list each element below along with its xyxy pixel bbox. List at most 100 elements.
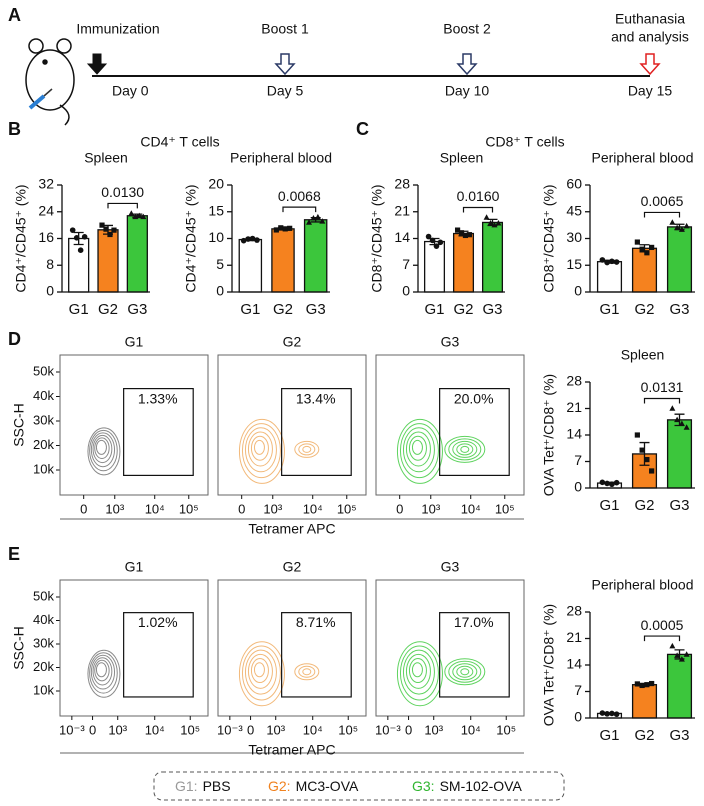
plot-frame (59, 354, 209, 496)
bar (596, 261, 623, 293)
p-value: 0.0130 (101, 184, 144, 200)
y-tick-label: 10k (33, 461, 54, 476)
data-point (249, 235, 256, 242)
y-tick-label: 45 (566, 202, 582, 218)
y-tick-label: 60 (566, 176, 582, 192)
data-point (634, 432, 640, 438)
x-tick-label: 10⁴ (461, 722, 481, 737)
contour (253, 439, 265, 455)
y-tick-label: 50k (33, 363, 54, 378)
arrow (86, 53, 108, 75)
data-point (278, 225, 284, 231)
data-point (604, 480, 610, 487)
gate (281, 388, 352, 477)
panel-label: A (8, 5, 21, 25)
y-axis-label: SSC-H (11, 626, 27, 670)
bar (271, 228, 295, 293)
contour (90, 654, 116, 690)
data-point (103, 226, 109, 232)
p-value: 0.0068 (278, 188, 321, 204)
contour (241, 423, 281, 479)
group-label: G1 (125, 559, 144, 575)
x-tick-label: G3 (669, 727, 689, 744)
data-point (678, 226, 685, 232)
y-tick-label: 28 (394, 176, 410, 192)
contour (238, 641, 285, 707)
data-point (462, 232, 469, 239)
x-tick-label: G2 (634, 301, 654, 318)
x-tick-label: G2 (273, 301, 293, 318)
y-tick-label: 28 (566, 373, 582, 389)
contour (402, 649, 435, 695)
data-point (609, 481, 615, 488)
arrow (456, 53, 478, 76)
contour (92, 657, 113, 686)
y-tick-label: 28 (566, 603, 582, 619)
event-label: Boost 2 (443, 21, 491, 37)
data-point (649, 468, 655, 474)
x-tick-label: G3 (669, 497, 689, 514)
arrow (639, 53, 661, 76)
contour (298, 443, 316, 456)
data-point (495, 220, 502, 226)
gate (439, 612, 510, 698)
y-tick-label: 15 (566, 256, 582, 272)
data-point (429, 237, 436, 244)
y-tick-label: 30k (33, 412, 54, 427)
data-point (674, 224, 681, 231)
x-tick-label: 10⁵ (179, 501, 199, 516)
y-tick-label: 24 (38, 202, 54, 218)
x-tick-label: 10⁻³ (217, 722, 243, 737)
x-tick-label: 10⁴ (145, 722, 165, 737)
x-tick-label: 0 (247, 722, 254, 737)
y-tick-label: 0 (216, 283, 224, 299)
legend-name: SM-102-OVA (440, 778, 523, 794)
x-tick-label: G1 (240, 301, 260, 318)
plot-frame (375, 354, 525, 496)
data-point (669, 642, 676, 649)
data-point (644, 457, 650, 463)
group-title: CD4⁺ T cells (140, 134, 219, 150)
x-tick-label: 10⁻³ (375, 722, 401, 737)
bar (666, 653, 693, 719)
y-tick-label: 14 (394, 229, 410, 245)
contour (94, 659, 110, 682)
y-tick-label: 50k (33, 588, 54, 603)
x-tick-label: 0 (89, 722, 96, 737)
panel-label: B (8, 119, 21, 139)
chart-title: Spleen (440, 150, 484, 166)
x-tick-label: 10⁵ (495, 501, 515, 516)
data-point (599, 257, 606, 263)
x-tick-label: G3 (306, 301, 326, 318)
plot-frame (217, 354, 367, 496)
data-point (73, 235, 80, 241)
significance-bracket (282, 206, 317, 213)
gate-percent: 8.71% (296, 614, 336, 630)
significance-bracket (107, 202, 138, 209)
contour (399, 645, 439, 701)
arrow (274, 53, 296, 76)
day-label: Day 0 (112, 83, 149, 99)
x-tick-label: 10³ (108, 722, 127, 737)
x-tick-label: 10⁴ (303, 501, 323, 516)
contour (411, 662, 423, 678)
x-tick-label: 0 (80, 501, 87, 516)
y-axis-label: CD4⁺/CD45⁺ (%) (13, 184, 29, 292)
y-axis-label: OVA Tet⁺/CD8⁺ (%) (541, 374, 557, 496)
y-tick-label: 40k (33, 612, 54, 627)
data-point (483, 214, 490, 220)
data-point (613, 711, 620, 718)
contour (302, 445, 312, 453)
panel-label: C (356, 119, 369, 139)
contour (247, 431, 273, 467)
contour (452, 663, 478, 681)
contour (411, 439, 423, 455)
x-tick-label: 10⁵ (180, 722, 200, 737)
data-point (678, 656, 685, 662)
contour (460, 445, 470, 453)
contour (298, 665, 316, 678)
x-tick-label: G1 (69, 301, 89, 318)
data-point (649, 680, 655, 687)
p-value: 0.0160 (457, 188, 500, 204)
data-point (306, 219, 313, 225)
